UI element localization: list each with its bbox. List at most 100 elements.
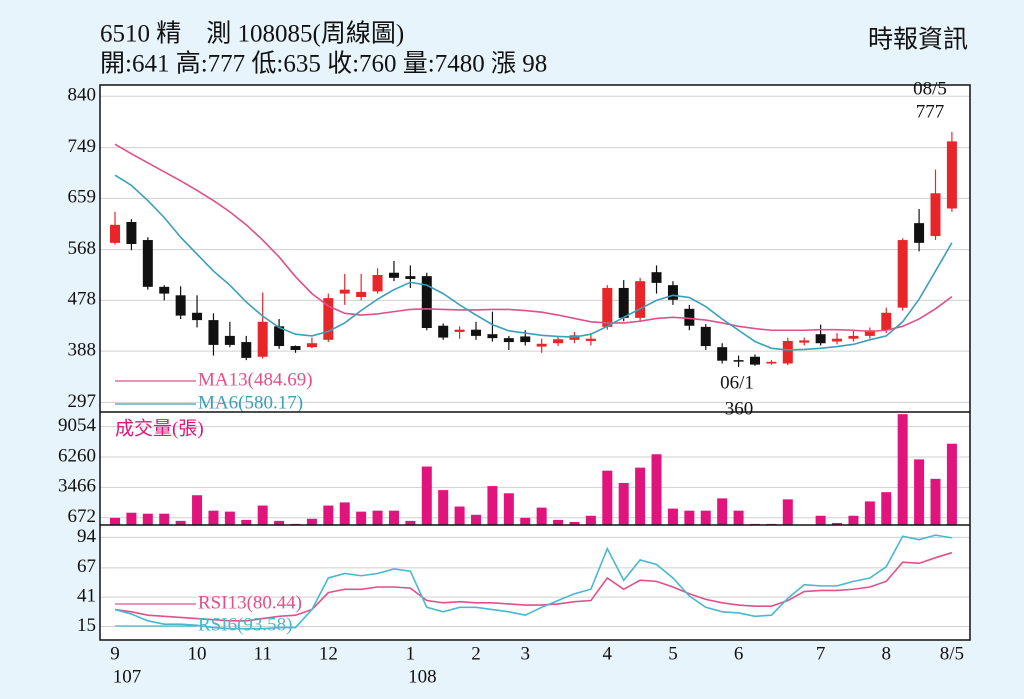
x-tick-label: 8/5 xyxy=(940,643,964,664)
candle-body xyxy=(651,272,662,283)
volume-bar xyxy=(503,493,514,525)
y-tick-label: 749 xyxy=(68,136,97,157)
candle-body xyxy=(323,298,334,340)
volume-bar xyxy=(684,510,695,525)
candle-body xyxy=(405,276,416,279)
candle-body xyxy=(356,291,367,297)
y-tick-label: 840 xyxy=(68,85,97,106)
plot-border xyxy=(99,84,971,641)
volume-bar xyxy=(881,492,892,525)
volume-bar xyxy=(405,520,416,525)
annotation: 777 xyxy=(916,101,945,122)
volume-bar xyxy=(388,510,399,525)
chart-title: 6510 精 測 108085(周線圖) xyxy=(100,20,404,48)
volume-bar xyxy=(372,510,383,525)
candle-body xyxy=(749,356,760,365)
volume-bar xyxy=(159,513,170,525)
candle-body xyxy=(142,240,153,287)
volume-bar xyxy=(438,490,449,525)
candle-body xyxy=(881,312,892,331)
volume-bar xyxy=(142,513,153,525)
candle-body xyxy=(864,330,875,336)
candle-body xyxy=(832,338,843,342)
candle-body xyxy=(159,286,170,294)
candle-body xyxy=(733,360,744,362)
volume-bar xyxy=(175,520,186,525)
volume-bar xyxy=(667,508,678,525)
volume-bar xyxy=(241,519,252,525)
volume-bar xyxy=(914,459,925,525)
volume-bar xyxy=(635,467,646,525)
y-tick-label: 297 xyxy=(68,391,97,412)
candle-body xyxy=(815,334,826,344)
candle-body xyxy=(553,339,564,344)
candle-body xyxy=(110,224,120,243)
volume-bar xyxy=(454,506,465,525)
x-tick-label: 9 xyxy=(110,643,120,664)
y-tick-label: 6260 xyxy=(58,445,96,466)
candle-body xyxy=(290,346,301,350)
y-tick-label: 672 xyxy=(68,506,97,527)
source: 時報資訊 xyxy=(868,26,968,54)
candle-body xyxy=(372,274,383,292)
candle-body xyxy=(487,334,498,339)
candle-body xyxy=(914,223,925,243)
volume-bar xyxy=(602,470,613,525)
candle-body xyxy=(126,222,137,244)
volume-bar xyxy=(585,515,596,525)
candle-body xyxy=(438,325,449,338)
candle-body xyxy=(848,335,859,339)
y-tick-label: 41 xyxy=(77,586,96,607)
volume-bar xyxy=(323,505,334,525)
x-tick-sublabel: 108 xyxy=(408,666,437,687)
volume-bar xyxy=(717,498,728,525)
annotation: 360 xyxy=(725,398,754,419)
annotation: 06/1 xyxy=(720,372,754,393)
volume-bar xyxy=(782,499,793,525)
x-tick-label: 7 xyxy=(816,643,826,664)
volume-bar xyxy=(832,522,843,525)
x-tick-label: 10 xyxy=(188,643,207,664)
plot-area xyxy=(100,85,970,640)
y-tick-label: 568 xyxy=(68,238,97,259)
y-tick-label: 659 xyxy=(68,187,97,208)
candle-body xyxy=(602,287,613,327)
candle-body xyxy=(454,329,465,332)
volume-bar xyxy=(224,511,235,525)
volume-bar xyxy=(257,505,268,525)
candle-body xyxy=(766,361,777,364)
candle-body xyxy=(635,281,646,318)
y-tick-label: 3466 xyxy=(58,476,96,497)
legend-label: RSI6(93.58) xyxy=(198,614,292,635)
y-tick-label: 388 xyxy=(68,339,97,360)
candle-body xyxy=(585,338,596,341)
volume-bar xyxy=(192,495,203,525)
candle-body xyxy=(667,285,678,300)
candle-body xyxy=(274,326,285,347)
panel-title: 成交量(張) xyxy=(115,417,204,439)
volume-bar xyxy=(553,519,564,525)
candle-body xyxy=(241,342,252,358)
x-tick-label: 8 xyxy=(882,643,892,664)
legend-label: RSI13(80.44) xyxy=(198,592,302,613)
volume-bar xyxy=(815,515,826,525)
candle-body xyxy=(257,321,268,357)
volume-bar xyxy=(520,517,531,525)
volume-bar xyxy=(421,466,432,525)
x-tick-label: 1 xyxy=(406,643,416,664)
candle-body xyxy=(503,338,514,343)
y-tick-label: 15 xyxy=(77,615,96,636)
chart-subtitle: 開:641 高:777 低:635 收:760 量:7480 漲 98 xyxy=(100,50,547,78)
volume-bar xyxy=(487,486,498,525)
volume-bar xyxy=(306,518,317,525)
volume-bar xyxy=(946,443,957,525)
volume-bar xyxy=(339,502,350,525)
candle-body xyxy=(306,343,317,348)
legend-label: MA13(484.69) xyxy=(198,369,313,390)
volume-bar xyxy=(536,507,547,525)
volume-bar xyxy=(126,512,137,525)
x-tick-label: 5 xyxy=(668,643,678,664)
candle-body xyxy=(946,141,957,209)
volume-bar xyxy=(897,414,908,525)
